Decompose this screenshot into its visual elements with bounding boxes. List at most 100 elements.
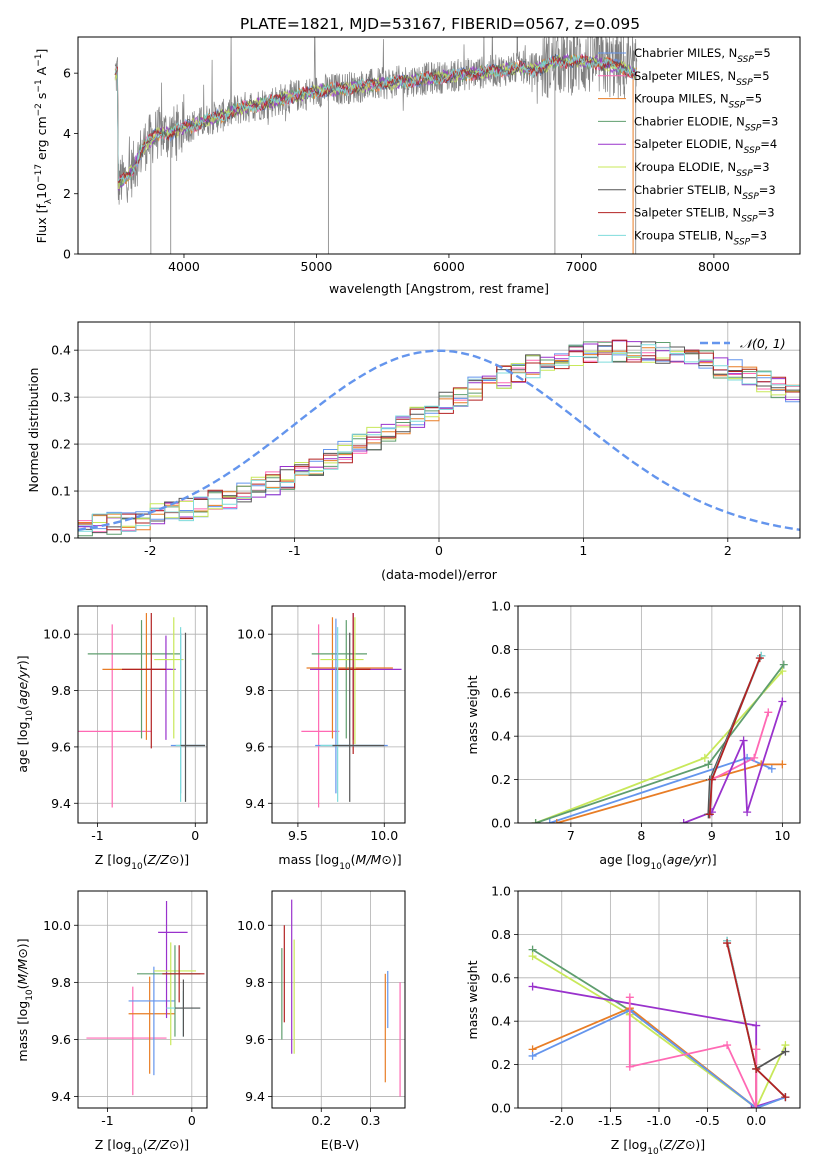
x-tick-label: 8	[637, 828, 645, 843]
model-spectrum	[114, 55, 637, 183]
weight-marker	[704, 760, 713, 769]
y-axis-label: age [log10(age/yr)]	[15, 655, 35, 772]
legend-label: Kroupa STELIB, NSSP=3	[634, 228, 767, 247]
y-tick-label: 0.0	[51, 531, 71, 546]
weight-marker	[750, 753, 759, 762]
legend-label: 𝒩(0, 1)	[740, 336, 786, 351]
axes-frame	[77, 605, 208, 824]
legend-label: Chabrier MILES, NSSP=5	[634, 46, 771, 65]
x-tick-label: 1	[579, 543, 587, 558]
residual-histogram	[78, 341, 800, 537]
x-tick-label: 0.0	[746, 1113, 766, 1128]
y-tick-label: 9.6	[51, 739, 71, 754]
x-axis-label: wavelength [Angstrom, rest frame]	[329, 281, 549, 296]
legend-label: Salpeter ELODIE, NSSP=4	[634, 137, 777, 156]
y-tick-label: 10.0	[43, 918, 71, 933]
x-tick-label: 0.2	[311, 1113, 331, 1128]
residual-histogram	[78, 339, 800, 531]
y-axis-label: mass [log10(M/M⊙)]	[15, 938, 35, 1061]
y-tick-label: 0.4	[491, 729, 511, 744]
y-tick-label: 9.6	[245, 739, 265, 754]
weight-marker	[679, 819, 688, 823]
x-axis-label: Z [log10(Z/Z⊙)]	[95, 1137, 189, 1157]
x-tick-label: -0.5	[695, 1113, 719, 1128]
x-tick-label: -1	[288, 543, 300, 558]
weight-marker	[779, 660, 788, 669]
y-tick-label: 0.0	[491, 816, 511, 831]
axes-frame	[271, 605, 406, 824]
weight-line	[549, 756, 773, 823]
weight-marker	[528, 952, 537, 961]
weight-marker	[531, 819, 540, 823]
y-tick-label: 0.6	[491, 970, 511, 985]
weight-marker	[778, 760, 787, 769]
y-tick-label: 9.4	[51, 1089, 71, 1104]
x-tick-label: 0	[188, 1113, 196, 1128]
x-tick-label: 8000	[698, 259, 730, 274]
legend-label: Chabrier STELIB, NSSP=3	[634, 183, 776, 202]
legend-label: Kroupa ELODIE, NSSP=3	[634, 160, 770, 179]
weight-marker	[752, 1064, 761, 1073]
weight-marker	[528, 982, 537, 991]
x-tick-label: 0	[435, 543, 443, 558]
plot-area	[531, 651, 788, 823]
weight-marker	[723, 1041, 732, 1050]
weight-marker	[707, 775, 716, 784]
x-tick-label: 0.3	[361, 1113, 381, 1128]
y-tick-label: 4	[63, 126, 71, 141]
weight-line	[532, 985, 786, 1108]
x-tick-label: 9.5	[288, 828, 308, 843]
y-tick-label: 0	[63, 247, 71, 262]
y-tick-label: 9.8	[51, 975, 71, 990]
x-tick-label: 10.0	[370, 828, 398, 843]
plot-area	[86, 900, 205, 1096]
y-tick-label: 0.2	[491, 1057, 511, 1072]
y-tick-label: 0.2	[51, 437, 71, 452]
y-tick-label: 10.0	[237, 918, 265, 933]
y-tick-label: 9.8	[245, 975, 265, 990]
y-axis-label: Normed distribution	[26, 368, 41, 493]
weight-line	[683, 701, 784, 823]
weight-marker	[700, 753, 709, 762]
weight-marker	[739, 736, 748, 745]
residual-histogram	[78, 341, 800, 534]
weight-marker	[625, 1062, 634, 1071]
weight-marker	[723, 939, 732, 948]
x-tick-label: -2	[144, 543, 156, 558]
x-tick-label: -1	[101, 1113, 113, 1128]
x-tick-label: -1.5	[598, 1113, 622, 1128]
weight-marker	[705, 810, 714, 819]
x-tick-label: 9	[708, 828, 716, 843]
panel-age-vs-Z: -1 0 9.4 9.6 9.8 10.0 Z [log10(Z/Z⊙)] age [log1…	[15, 605, 208, 872]
y-tick-label: 0.2	[491, 772, 511, 787]
weight-marker	[767, 764, 776, 773]
x-axis-label: Z [log10(Z/Z⊙)]	[95, 852, 189, 872]
panel-residuals: -2 -1 0 1 2 0.0 0.1 0.2 0.3 0.4 𝒩(0, 1) (data-model…	[26, 321, 801, 582]
y-tick-label: 0.0	[491, 1101, 511, 1116]
x-tick-label: 0	[191, 828, 199, 843]
x-axis-label: E(B-V)	[321, 1137, 360, 1152]
weight-line	[532, 955, 787, 1108]
y-tick-label: 0.3	[51, 390, 71, 405]
axes-frame	[77, 890, 208, 1109]
y-axis-label: mass weight	[465, 960, 480, 1039]
x-tick-label: 7	[567, 828, 575, 843]
x-tick-label: 6000	[433, 259, 465, 274]
y-tick-label: 0.4	[491, 1014, 511, 1029]
weight-marker	[778, 697, 787, 706]
x-tick-label: 10	[774, 828, 790, 843]
y-tick-label: 1.0	[491, 884, 511, 899]
weight-marker	[755, 654, 764, 663]
x-tick-label: 7000	[566, 259, 598, 274]
panel-mass-vs-ebv: 0.2 0.3 9.4 9.6 9.8 10.0 E(B-V)	[237, 890, 406, 1152]
residual-histogram	[78, 347, 800, 531]
y-tick-label: 0.6	[491, 685, 511, 700]
weight-marker	[552, 819, 561, 823]
weight-marker	[752, 1104, 761, 1108]
residual-histogram	[78, 339, 800, 533]
y-tick-label: 0.8	[491, 642, 511, 657]
x-tick-label: -1	[91, 828, 103, 843]
weight-marker	[545, 819, 554, 823]
axes-frame	[271, 890, 406, 1109]
